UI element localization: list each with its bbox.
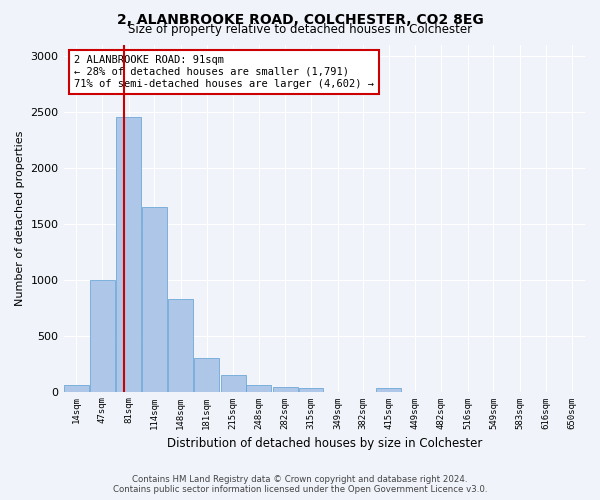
- Text: Size of property relative to detached houses in Colchester: Size of property relative to detached ho…: [128, 22, 472, 36]
- Text: 2, ALANBROOKE ROAD, COLCHESTER, CO2 8EG: 2, ALANBROOKE ROAD, COLCHESTER, CO2 8EG: [116, 12, 484, 26]
- Text: Contains HM Land Registry data © Crown copyright and database right 2024.
Contai: Contains HM Land Registry data © Crown c…: [113, 474, 487, 494]
- Text: 2 ALANBROOKE ROAD: 91sqm
← 28% of detached houses are smaller (1,791)
71% of sem: 2 ALANBROOKE ROAD: 91sqm ← 28% of detach…: [74, 56, 374, 88]
- Bar: [221, 375, 245, 392]
- Bar: [142, 207, 167, 392]
- Bar: [247, 386, 271, 392]
- Bar: [169, 299, 193, 392]
- Bar: [376, 388, 401, 392]
- X-axis label: Distribution of detached houses by size in Colchester: Distribution of detached houses by size …: [167, 437, 482, 450]
- Bar: [273, 387, 298, 392]
- Bar: [64, 386, 89, 392]
- Bar: [194, 358, 219, 392]
- Bar: [116, 116, 141, 392]
- Bar: [89, 280, 115, 392]
- Bar: [299, 388, 323, 392]
- Y-axis label: Number of detached properties: Number of detached properties: [15, 130, 25, 306]
